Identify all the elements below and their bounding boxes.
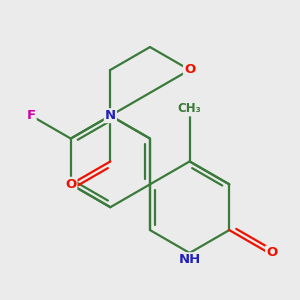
- Text: F: F: [26, 109, 36, 122]
- Text: O: O: [184, 63, 195, 76]
- Text: N: N: [105, 109, 116, 122]
- Text: NH: NH: [178, 253, 201, 266]
- Text: CH₃: CH₃: [178, 102, 202, 116]
- Text: O: O: [266, 247, 277, 260]
- Text: O: O: [65, 178, 76, 191]
